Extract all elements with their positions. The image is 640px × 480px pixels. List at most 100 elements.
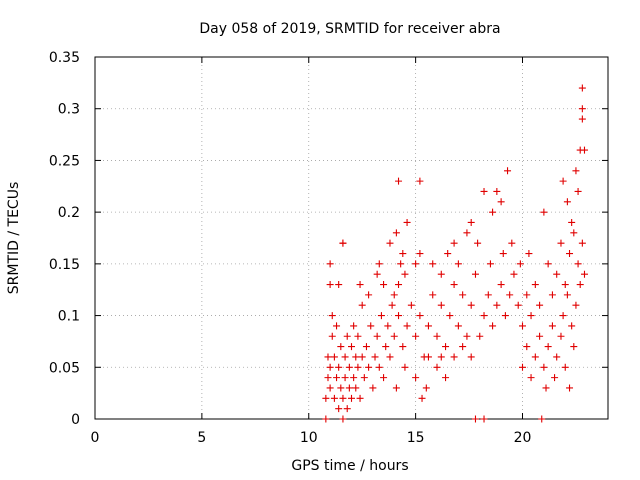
- data-point: [395, 281, 403, 289]
- x-tick-label: 5: [197, 430, 206, 446]
- data-point: [358, 301, 366, 309]
- data-point: [418, 394, 426, 402]
- y-tick-label: 0.25: [49, 153, 80, 169]
- data-point: [553, 353, 561, 361]
- data-point: [416, 250, 424, 258]
- data-point: [551, 374, 559, 382]
- data-point: [337, 384, 345, 392]
- y-tick-label: 0.2: [58, 205, 80, 221]
- x-tick-label: 20: [514, 430, 532, 446]
- data-point: [480, 312, 488, 320]
- data-point: [322, 394, 330, 402]
- data-point: [471, 415, 479, 423]
- data-point: [572, 167, 580, 175]
- data-point: [348, 343, 355, 351]
- data-point: [416, 177, 424, 185]
- data-point: [365, 291, 373, 299]
- data-point: [424, 322, 432, 330]
- data-point: [388, 301, 396, 309]
- data-point: [343, 332, 351, 340]
- data-point: [365, 363, 373, 371]
- data-point: [356, 394, 364, 402]
- data-point: [499, 250, 507, 258]
- data-point: [570, 229, 578, 237]
- data-point: [375, 363, 383, 371]
- data-point: [343, 405, 351, 413]
- data-point: [536, 301, 544, 309]
- data-point: [399, 250, 407, 258]
- data-point: [335, 363, 343, 371]
- data-point: [339, 239, 347, 247]
- data-point: [572, 301, 580, 309]
- data-point: [493, 187, 501, 195]
- data-point: [326, 363, 334, 371]
- data-point: [437, 301, 445, 309]
- data-point: [574, 260, 582, 268]
- data-point: [369, 384, 377, 392]
- data-point: [354, 332, 362, 340]
- data-point: [433, 363, 441, 371]
- data-point: [437, 270, 445, 278]
- data-point: [480, 187, 488, 195]
- y-tick-label: 0.05: [49, 360, 80, 376]
- data-point: [563, 198, 571, 206]
- data-point: [544, 260, 552, 268]
- data-point: [350, 374, 358, 382]
- data-point: [489, 208, 497, 216]
- data-point: [484, 291, 492, 299]
- data-point: [356, 281, 364, 289]
- data-point: [538, 415, 546, 423]
- data-point: [523, 343, 531, 351]
- y-axis-label: SRMTID / TECUs: [6, 182, 22, 295]
- data-point: [557, 332, 565, 340]
- data-point: [416, 312, 424, 320]
- data-point: [373, 332, 381, 340]
- data-point: [566, 250, 574, 258]
- data-point: [540, 363, 548, 371]
- data-point: [493, 301, 501, 309]
- x-tick-label: 10: [300, 430, 318, 446]
- data-point: [429, 291, 437, 299]
- x-axis-label: GPS time / hours: [291, 458, 408, 474]
- data-point: [348, 394, 355, 402]
- data-point: [544, 343, 552, 351]
- data-point: [328, 312, 336, 320]
- data-point: [510, 270, 518, 278]
- data-point: [574, 187, 582, 195]
- data-point: [516, 260, 524, 268]
- data-point: [561, 281, 569, 289]
- data-point: [341, 353, 349, 361]
- data-point: [422, 384, 430, 392]
- data-point: [442, 374, 450, 382]
- plot-frame: [94, 56, 609, 420]
- data-point: [335, 405, 343, 413]
- data-point: [519, 322, 526, 330]
- data-point: [467, 218, 475, 226]
- y-tick-label: 0: [71, 412, 80, 428]
- data-point: [392, 384, 400, 392]
- data-point: [390, 332, 398, 340]
- grid-lines: [95, 57, 608, 419]
- data-point: [395, 312, 403, 320]
- data-point: [333, 374, 341, 382]
- data-point: [540, 208, 548, 216]
- data-point: [489, 322, 497, 330]
- data-point: [471, 270, 479, 278]
- data-point: [412, 374, 420, 382]
- data-point: [523, 291, 531, 299]
- chart-title: Day 058 of 2019, SRMTID for receiver abr…: [199, 21, 500, 37]
- data-point: [345, 363, 353, 371]
- data-point: [367, 322, 375, 330]
- data-point: [339, 415, 347, 423]
- data-point: [548, 322, 556, 330]
- data-point: [390, 291, 398, 299]
- data-point: [563, 291, 571, 299]
- data-point: [450, 281, 458, 289]
- data-point: [345, 384, 353, 392]
- data-point: [508, 239, 516, 247]
- data-point: [501, 312, 509, 320]
- data-point: [463, 229, 471, 237]
- data-point: [578, 84, 586, 92]
- data-point: [570, 343, 578, 351]
